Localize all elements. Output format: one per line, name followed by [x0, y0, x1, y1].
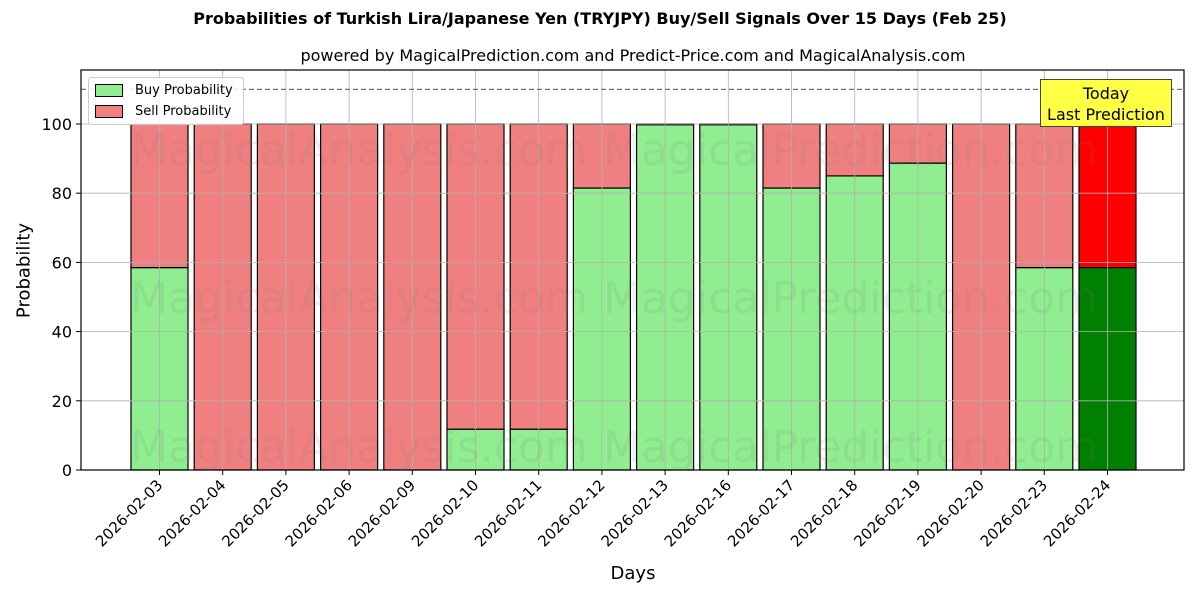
annotation-line2: Last Prediction [1047, 105, 1165, 124]
y-tick-label: 20 [52, 392, 72, 411]
x-tick-label: 2026-02-12 [534, 476, 608, 550]
y-tick-label: 80 [52, 184, 72, 203]
chart-title: Probabilities of Turkish Lira/Japanese Y… [193, 9, 1007, 28]
chart-subtitle: powered by MagicalPrediction.com and Pre… [300, 46, 966, 65]
x-tick-label: 2026-02-19 [850, 476, 924, 550]
buy-swatch [95, 83, 123, 97]
x-tick-label: 2026-02-17 [724, 476, 798, 550]
annotation-line1: Today [1082, 84, 1130, 103]
legend-item-buy: Buy Probability [95, 82, 233, 98]
today-annotation: Today Last Prediction [1040, 79, 1172, 127]
x-tick-label: 2026-02-11 [471, 476, 545, 550]
x-tick-label: 2026-02-03 [92, 476, 166, 550]
x-tick-label: 2026-02-13 [598, 476, 672, 550]
x-tick-label: 2026-02-06 [282, 476, 356, 550]
legend-sell-label: Sell Probability [135, 103, 232, 119]
y-axis-label: Probability [13, 222, 35, 319]
x-tick-label: 2026-02-04 [155, 476, 229, 550]
x-tick-label: 2026-02-09 [345, 476, 419, 550]
x-tick-label: 2026-02-24 [1040, 476, 1114, 550]
x-axis-label: Days [610, 563, 656, 584]
legend-buy-label: Buy Probability [135, 82, 233, 98]
y-tick-label: 100 [41, 115, 72, 134]
y-tick-label: 40 [52, 323, 72, 342]
y-tick-label: 0 [62, 461, 72, 480]
x-tick-label: 2026-02-16 [661, 476, 735, 550]
y-tick-label: 60 [52, 253, 72, 272]
legend-item-sell: Sell Probability [95, 103, 231, 119]
legend: Buy Probability Sell Probability [88, 77, 244, 125]
x-tick-label: 2026-02-18 [787, 476, 861, 550]
x-tick-label: 2026-02-05 [218, 476, 292, 550]
sell-swatch [95, 104, 123, 118]
x-tick-label: 2026-02-23 [977, 476, 1051, 550]
x-tick-label: 2026-02-20 [914, 476, 988, 550]
x-tick-label: 2026-02-10 [408, 476, 482, 550]
